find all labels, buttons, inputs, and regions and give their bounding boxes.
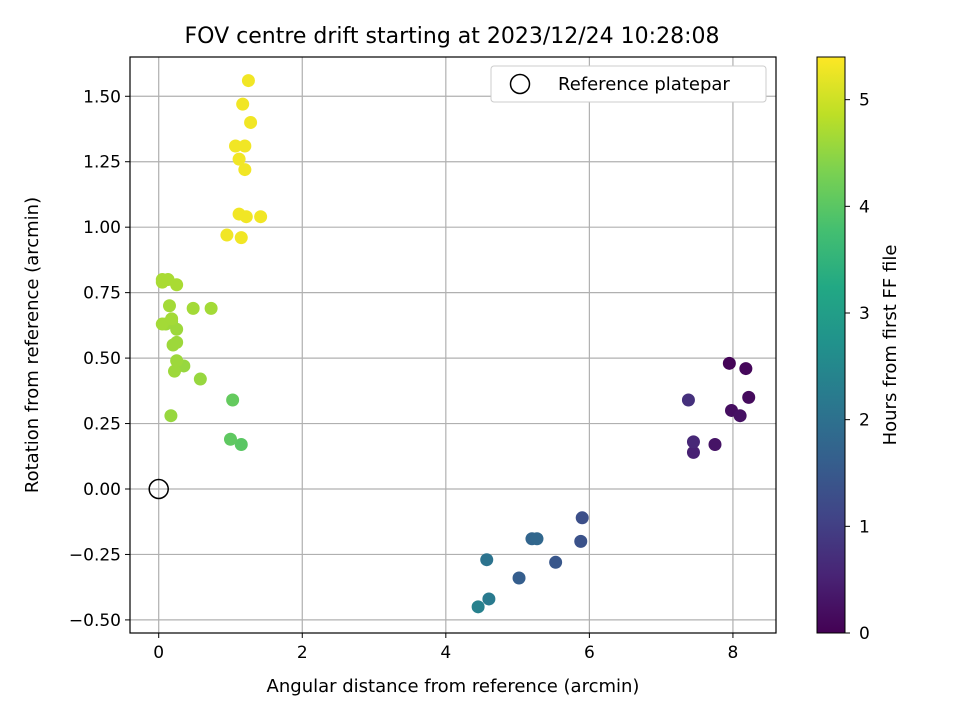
data-point	[223, 432, 237, 446]
data-point	[241, 74, 255, 88]
data-point	[244, 115, 258, 129]
data-point	[168, 364, 182, 378]
data-points	[155, 74, 756, 614]
data-point	[512, 571, 526, 585]
data-point	[708, 437, 722, 451]
legend-marker-icon	[509, 73, 531, 95]
y-tick-label: 0.00	[83, 480, 121, 500]
x-tick-label: 4	[440, 643, 451, 663]
y-tick-label: −0.50	[69, 611, 121, 631]
data-point	[530, 532, 544, 546]
colorbar-gradient	[816, 56, 846, 634]
data-point	[686, 445, 700, 459]
data-point	[238, 163, 252, 177]
data-point	[164, 409, 178, 423]
y-tick-label: 1.25	[83, 153, 121, 173]
data-point	[574, 534, 588, 548]
legend-box	[490, 65, 767, 103]
data-point	[229, 139, 243, 153]
x-tick-label: 0	[153, 643, 164, 663]
data-point	[170, 354, 184, 368]
colorbar-tick-label: 0	[859, 624, 870, 644]
data-point	[170, 278, 184, 292]
data-point	[165, 312, 179, 326]
plot-frame	[129, 56, 777, 634]
colorbar-label: Hours from first FF file	[880, 245, 901, 446]
data-point	[226, 393, 240, 407]
data-point	[162, 299, 176, 313]
data-point	[722, 356, 736, 370]
y-axis-label: Rotation from reference (arcmin)	[22, 197, 43, 493]
data-point	[239, 210, 253, 224]
data-point	[681, 393, 695, 407]
x-tick-label: 8	[728, 643, 739, 663]
data-point	[575, 511, 589, 525]
y-tick-label: 0.75	[83, 284, 121, 304]
data-point	[739, 362, 753, 376]
data-point	[193, 372, 207, 386]
data-point	[204, 301, 218, 315]
colorbar: 0 1 2 3 4 5 Hours from first FF file	[816, 56, 901, 644]
data-point	[238, 139, 252, 153]
colorbar-tick-label: 1	[859, 517, 870, 537]
data-point	[220, 228, 234, 242]
chart-title: FOV centre drift starting at 2023/12/24 …	[185, 24, 720, 49]
data-point	[186, 301, 200, 315]
colorbar-tick-label: 4	[859, 197, 870, 217]
grid	[130, 57, 776, 633]
data-point	[482, 592, 496, 606]
data-point	[471, 600, 485, 614]
data-point	[686, 435, 700, 449]
data-point	[234, 437, 248, 451]
legend: Reference platepar	[490, 65, 767, 103]
data-point	[480, 553, 494, 567]
data-point	[234, 231, 248, 245]
x-tick-label: 6	[584, 643, 595, 663]
data-point	[733, 409, 747, 423]
colorbar-tick-label: 2	[859, 411, 870, 431]
colorbar-tick-label: 5	[859, 91, 870, 111]
colorbar-tick-label: 3	[859, 304, 870, 324]
x-axis-label: Angular distance from reference (arcmin)	[267, 676, 640, 697]
data-point	[236, 97, 250, 111]
colorbar-ticks: 0 1 2 3 4 5	[845, 91, 870, 644]
data-point	[232, 152, 246, 166]
data-point	[549, 555, 563, 569]
data-point	[170, 335, 184, 349]
x-axis-ticks: 0 2 4 6 8	[153, 633, 738, 663]
legend-label: Reference platepar	[558, 74, 730, 95]
data-point	[742, 390, 756, 404]
x-tick-label: 2	[297, 643, 308, 663]
y-tick-label: −0.25	[69, 545, 121, 565]
y-tick-label: 1.50	[83, 87, 121, 107]
y-tick-label: 0.25	[83, 415, 121, 435]
y-tick-label: 1.00	[83, 218, 121, 238]
y-tick-label: 0.50	[83, 349, 121, 369]
y-axis-ticks: −0.50 −0.25 0.00 0.25 0.50 0.75 1.00 1.25 1.50	[69, 87, 130, 631]
reference-platepar-marker	[148, 478, 169, 500]
data-point	[254, 210, 268, 224]
